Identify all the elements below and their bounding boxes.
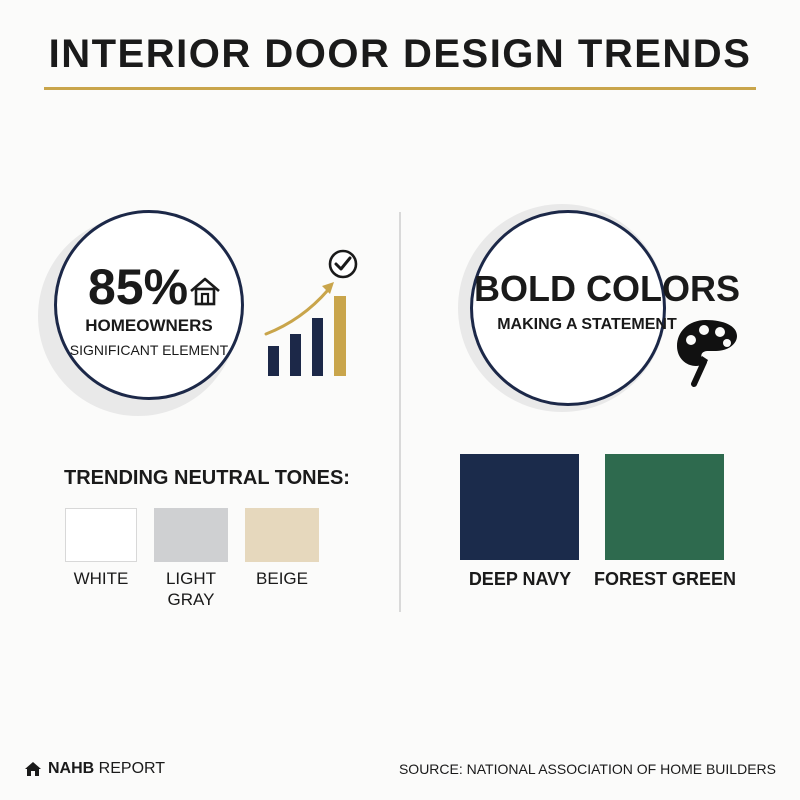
bold-colors-subtitle: MAKING A STATEMENT bbox=[497, 316, 677, 333]
bold-colors-title: BOLD COLORS bbox=[474, 268, 740, 309]
swatch-label-white: WHITE bbox=[73, 569, 129, 588]
palette-icon bbox=[677, 320, 737, 387]
footer-brand-suffix: REPORT bbox=[98, 760, 166, 777]
swatch-deep-navy bbox=[460, 454, 579, 560]
house-icon bbox=[190, 277, 220, 306]
swatch-label-beige: BEIGE bbox=[256, 569, 308, 588]
footer-brand: NAHB REPORT bbox=[24, 760, 165, 778]
footer-source: SOURCE: NATIONAL ASSOCIATION OF HOME BUI… bbox=[398, 761, 776, 777]
swatch-label-deep-navy: DEEP NAVY bbox=[468, 569, 572, 589]
title-underline bbox=[44, 87, 756, 90]
page-title: INTERIOR DOOR DESIGN TRENDS bbox=[48, 32, 752, 76]
check-circle-icon bbox=[328, 249, 358, 279]
neutral-tones-heading: TRENDING NEUTRAL TONES: bbox=[64, 467, 350, 489]
bar-chart-icon bbox=[264, 249, 358, 376]
swatch-light-gray bbox=[154, 508, 228, 562]
stat-line-homeowners: HOMEOWNERS bbox=[85, 316, 213, 335]
swatch-label-forest-green: FOREST GREEN bbox=[593, 569, 736, 589]
stat-value: 85% bbox=[88, 259, 189, 315]
footer-brand-name: NAHB bbox=[48, 760, 95, 777]
stat-line-significant: SIGNIFICANT ELEMENT bbox=[69, 342, 229, 358]
swatch-label-light-gray: LIGHT GRAY bbox=[165, 569, 217, 609]
swatch-white bbox=[65, 508, 137, 562]
bold-circle bbox=[470, 210, 666, 406]
swatch-forest-green bbox=[605, 454, 724, 560]
center-divider bbox=[399, 212, 401, 612]
house-logo-icon bbox=[25, 762, 41, 776]
swatch-beige bbox=[245, 508, 319, 562]
